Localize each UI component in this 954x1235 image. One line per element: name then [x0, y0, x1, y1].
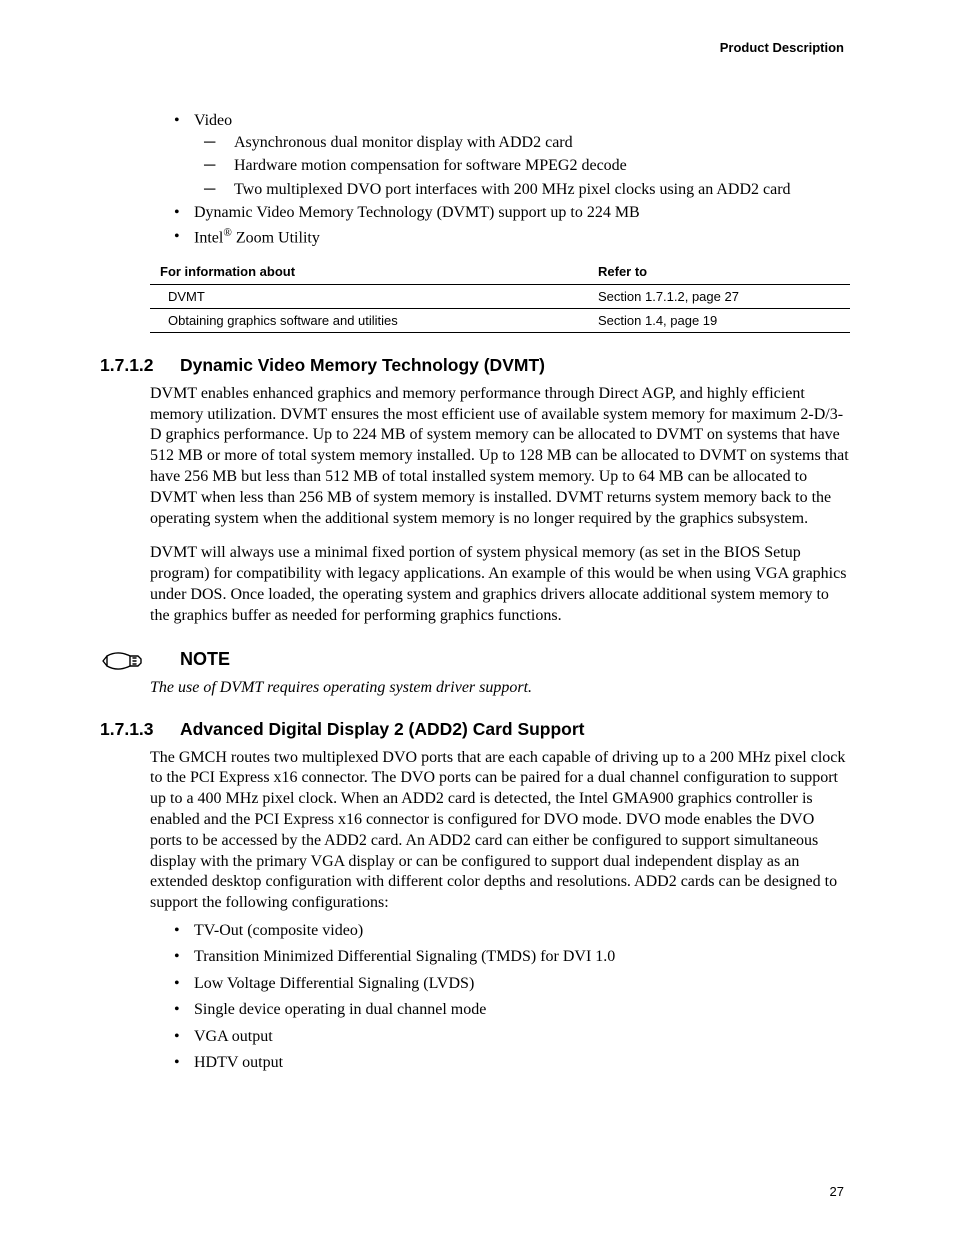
note-hand-icon — [100, 647, 146, 673]
list-item-text: Video — [194, 112, 232, 129]
reference-table: For information about Refer to DVMT Sect… — [150, 259, 850, 333]
section-number: 1.7.1.3 — [100, 719, 180, 740]
table-row: Obtaining graphics software and utilitie… — [150, 308, 850, 332]
note-text: The use of DVMT requires operating syste… — [150, 679, 850, 697]
list-item: Two multiplexed DVO port interfaces with… — [204, 179, 850, 201]
list-item: Hardware motion compensation for softwar… — [204, 155, 850, 177]
list-item: HDTV output — [170, 1052, 850, 1074]
header-section-label: Product Description — [720, 40, 844, 55]
body-paragraph: DVMT enables enhanced graphics and memor… — [150, 384, 850, 530]
section-heading-dvmt: 1.7.1.2Dynamic Video Memory Technology (… — [100, 355, 850, 376]
add2-config-list: TV-Out (composite video) Transition Mini… — [170, 920, 850, 1074]
list-item: Intel® Zoom Utility — [170, 226, 850, 249]
body-paragraph: The GMCH routes two multiplexed DVO port… — [150, 748, 850, 914]
section-title: Dynamic Video Memory Technology (DVMT) — [180, 355, 545, 375]
note-heading-row: NOTE — [100, 647, 850, 673]
note-label: NOTE — [180, 649, 230, 670]
table-cell: Section 1.7.1.2, page 27 — [598, 284, 850, 308]
list-item: Low Voltage Differential Signaling (LVDS… — [170, 973, 850, 995]
section-title: Advanced Digital Display 2 (ADD2) Card S… — [180, 719, 585, 739]
section-heading-add2: 1.7.1.3Advanced Digital Display 2 (ADD2)… — [100, 719, 850, 740]
section-number: 1.7.1.2 — [100, 355, 180, 376]
intro-bullet-list: Video Asynchronous dual monitor display … — [170, 110, 850, 249]
table-header-row: For information about Refer to — [150, 259, 850, 285]
table-header-cell: For information about — [150, 259, 598, 285]
list-item: Video Asynchronous dual monitor display … — [170, 110, 850, 200]
list-item: Asynchronous dual monitor display with A… — [204, 132, 850, 154]
list-item: Single device operating in dual channel … — [170, 999, 850, 1021]
page-number: 27 — [830, 1184, 844, 1199]
body-paragraph: DVMT will always use a minimal fixed por… — [150, 543, 850, 626]
list-item: Dynamic Video Memory Technology (DVMT) s… — [170, 202, 850, 224]
table-header-cell: Refer to — [598, 259, 850, 285]
table-cell: DVMT — [150, 284, 598, 308]
list-item: Transition Minimized Differential Signal… — [170, 946, 850, 968]
table-cell: Obtaining graphics software and utilitie… — [150, 308, 598, 332]
page-content: Video Asynchronous dual monitor display … — [150, 110, 850, 1078]
list-item: VGA output — [170, 1026, 850, 1048]
table-row: DVMT Section 1.7.1.2, page 27 — [150, 284, 850, 308]
table-cell: Section 1.4, page 19 — [598, 308, 850, 332]
list-item: TV-Out (composite video) — [170, 920, 850, 942]
video-sub-list: Asynchronous dual monitor display with A… — [204, 132, 850, 201]
note-icon-wrap — [100, 647, 180, 673]
